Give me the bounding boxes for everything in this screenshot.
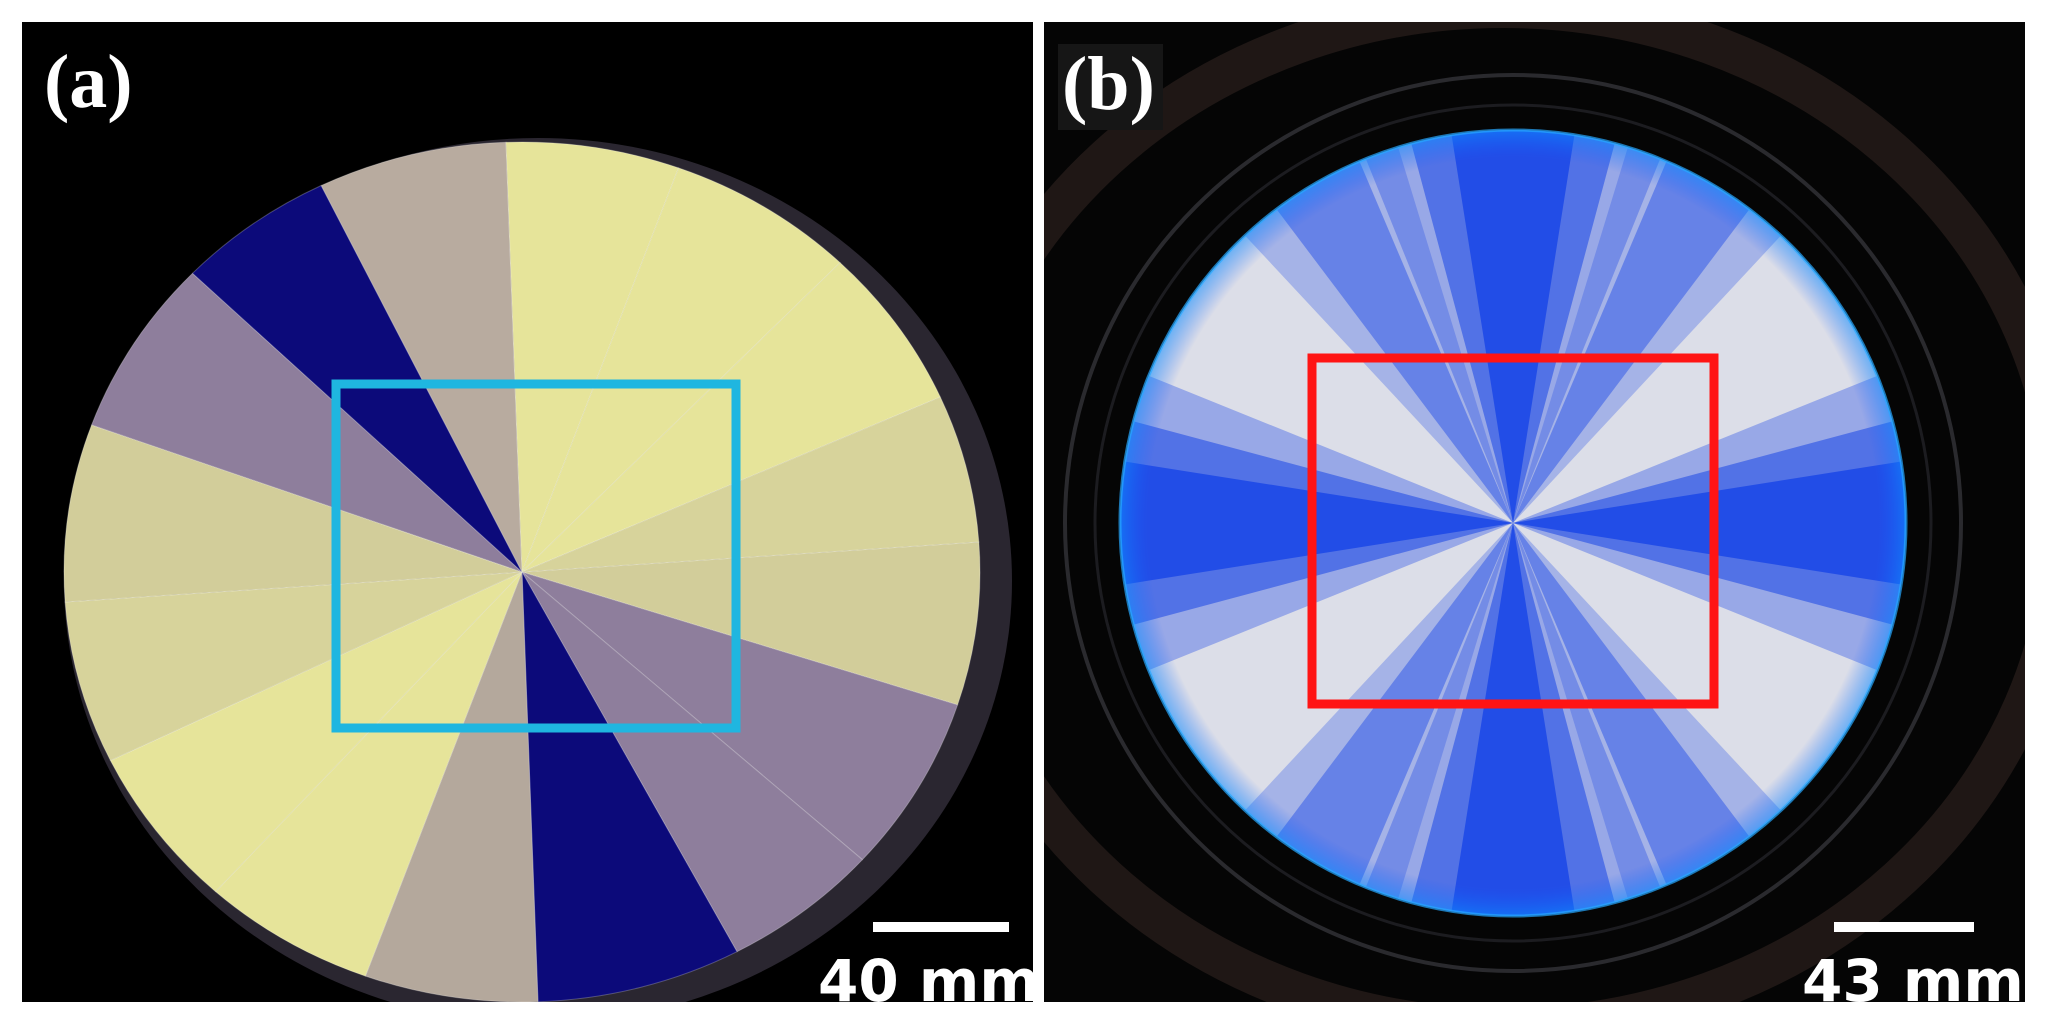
wafer-b-rim (1118, 128, 1908, 918)
wafer-a-sector (521, 262, 942, 573)
holder-ring-outer (1063, 73, 1963, 973)
roi-box-a (331, 379, 741, 733)
wafer-a-sector (364, 571, 539, 1002)
wafer-a-sectors (63, 141, 981, 1002)
scale-bar-a (873, 922, 1009, 932)
panel-b-label: (b) (1058, 44, 1163, 130)
wafer-a-sector (521, 167, 841, 573)
wafer-a-sector (191, 184, 523, 573)
wafer-a-sector (505, 141, 680, 573)
wafer-a-sector (64, 571, 523, 762)
panel-separator (1035, 22, 1042, 1002)
wafer-a-sector (320, 141, 523, 573)
panel-a (22, 22, 1033, 1002)
scale-bar-a-label: 40 mm (818, 947, 1040, 1015)
wafer-a-sector (214, 571, 523, 977)
wafer-a-sector (109, 571, 523, 893)
wafer-a-sector (521, 571, 864, 953)
scale-bar-b (1834, 922, 1974, 932)
wafer-a-sector (90, 272, 523, 573)
wafer-b-rim-glow (1120, 130, 1906, 916)
wafer-a-sector (63, 424, 523, 603)
scale-bar-b-label: 43 mm (1802, 947, 2024, 1015)
roi-box-b (1307, 353, 1719, 709)
holder-ring-inner (1093, 103, 1933, 943)
panel-a-label: (a) (44, 40, 133, 124)
panel-b (1044, 22, 2025, 1002)
wafer-a-sector (521, 571, 738, 1002)
wafer-a-sector (521, 396, 980, 573)
wafer-a-sector (521, 541, 981, 706)
